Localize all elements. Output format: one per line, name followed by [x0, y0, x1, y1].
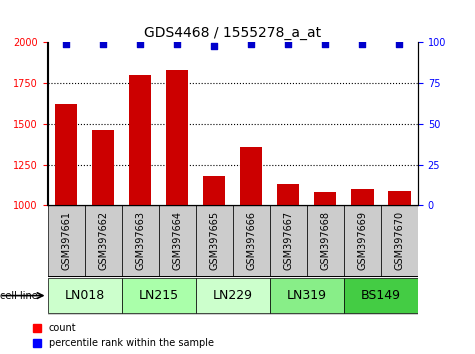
Text: LN018: LN018	[65, 289, 104, 302]
Bar	[55, 104, 77, 205]
FancyBboxPatch shape	[122, 278, 196, 313]
Text: GSM397661: GSM397661	[61, 211, 71, 270]
Text: GSM397668: GSM397668	[320, 211, 331, 270]
Text: GSM397667: GSM397667	[283, 211, 294, 270]
FancyBboxPatch shape	[270, 278, 344, 313]
Point	[136, 41, 144, 47]
Bar	[389, 191, 410, 205]
FancyBboxPatch shape	[233, 205, 270, 276]
Text: LN319: LN319	[287, 289, 327, 302]
Point	[247, 41, 255, 47]
Bar	[203, 176, 225, 205]
Bar	[240, 147, 262, 205]
FancyBboxPatch shape	[344, 205, 381, 276]
Point	[396, 41, 403, 47]
FancyBboxPatch shape	[48, 205, 85, 276]
Bar	[352, 189, 373, 205]
Title: GDS4468 / 1555278_a_at: GDS4468 / 1555278_a_at	[144, 26, 321, 40]
Text: GSM397670: GSM397670	[394, 211, 405, 270]
Bar	[277, 184, 299, 205]
FancyBboxPatch shape	[196, 278, 270, 313]
Bar	[166, 70, 188, 205]
Point	[99, 41, 107, 47]
Point	[173, 41, 181, 47]
FancyBboxPatch shape	[159, 205, 196, 276]
FancyBboxPatch shape	[48, 278, 122, 313]
FancyBboxPatch shape	[122, 205, 159, 276]
Text: cell line: cell line	[0, 291, 38, 301]
FancyBboxPatch shape	[381, 205, 418, 276]
Text: LN215: LN215	[139, 289, 179, 302]
FancyBboxPatch shape	[270, 205, 307, 276]
Text: GSM397662: GSM397662	[98, 211, 108, 270]
Bar	[129, 75, 151, 205]
Point	[210, 43, 218, 48]
Text: GSM397666: GSM397666	[246, 211, 256, 270]
Legend: count, percentile rank within the sample: count, percentile rank within the sample	[33, 324, 214, 348]
Bar	[92, 130, 114, 205]
Point	[285, 41, 292, 47]
Text: GSM397664: GSM397664	[172, 211, 182, 270]
Point	[62, 41, 70, 47]
Point	[322, 41, 329, 47]
FancyBboxPatch shape	[344, 278, 418, 313]
FancyBboxPatch shape	[196, 205, 233, 276]
Text: BS149: BS149	[361, 289, 401, 302]
Point	[359, 41, 366, 47]
Text: LN229: LN229	[213, 289, 253, 302]
Text: GSM397665: GSM397665	[209, 211, 219, 270]
Bar	[314, 192, 336, 205]
Text: GSM397669: GSM397669	[357, 211, 368, 270]
FancyBboxPatch shape	[85, 205, 122, 276]
FancyBboxPatch shape	[307, 205, 344, 276]
Text: GSM397663: GSM397663	[135, 211, 145, 270]
